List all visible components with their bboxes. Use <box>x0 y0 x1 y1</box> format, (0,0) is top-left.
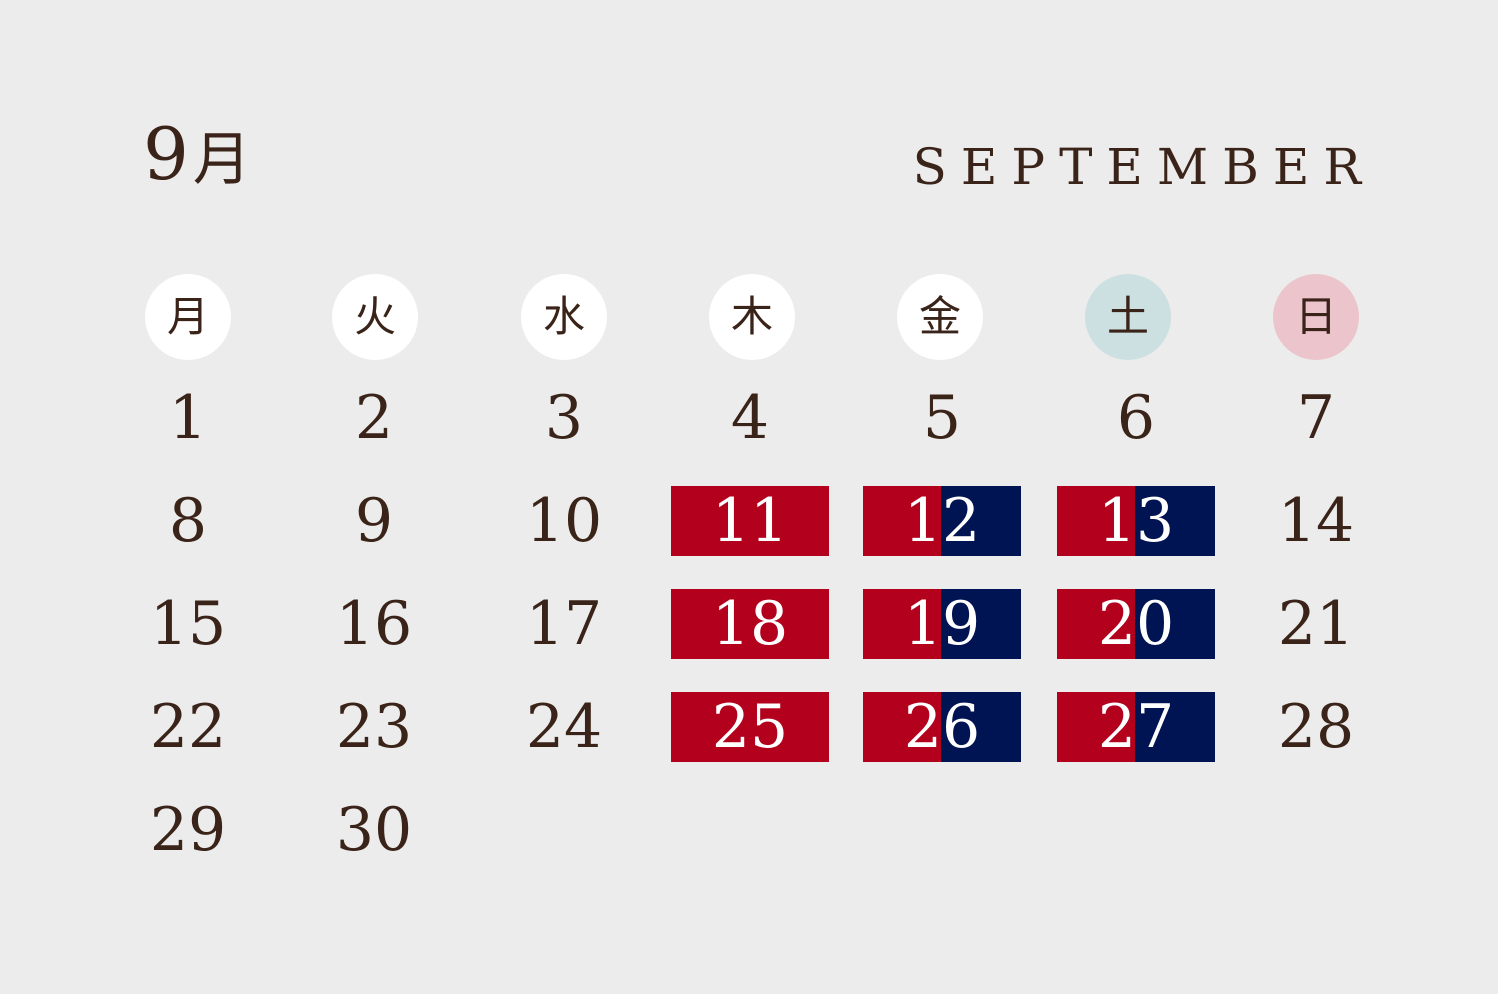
day-cell: 1 <box>168 383 208 453</box>
day-cell: 4 <box>730 383 770 453</box>
day-cell: 17 <box>525 589 603 659</box>
day-cell: 5 <box>922 383 962 453</box>
day-cell-highlight-red: 18 <box>671 589 829 659</box>
day-cell-highlight-red-navy: 12 <box>863 486 1021 556</box>
day-cell: 24 <box>525 692 603 762</box>
weekday-tue: 火 <box>332 274 418 360</box>
day-cell: 30 <box>335 795 413 865</box>
month-title-jp: 9 月 <box>143 118 251 218</box>
month-kanji: 月 <box>192 125 251 193</box>
day-cell: 15 <box>149 589 227 659</box>
day-cell: 29 <box>149 795 227 865</box>
day-cell: 23 <box>335 692 413 762</box>
day-cell: 9 <box>354 486 394 556</box>
day-cell-highlight-red: 11 <box>671 486 829 556</box>
weekday-wed: 水 <box>521 274 607 360</box>
day-cell: 3 <box>544 383 584 453</box>
day-cell: 10 <box>525 486 603 556</box>
day-cell: 14 <box>1277 486 1355 556</box>
day-cell-highlight-red-navy: 20 <box>1057 589 1215 659</box>
month-title-en: SEPTEMBER <box>912 138 1375 196</box>
day-cell: 21 <box>1277 589 1355 659</box>
day-cell: 2 <box>354 383 394 453</box>
day-cell: 7 <box>1296 383 1336 453</box>
day-cell-highlight-red-navy: 27 <box>1057 692 1215 762</box>
month-number: 9 <box>143 112 189 196</box>
weekday-sat: 土 <box>1085 274 1171 360</box>
day-cell: 22 <box>149 692 227 762</box>
day-cell: 28 <box>1277 692 1355 762</box>
weekday-sun: 日 <box>1273 274 1359 360</box>
day-cell-highlight-red: 25 <box>671 692 829 762</box>
weekday-thu: 木 <box>709 274 795 360</box>
day-cell-highlight-red-navy: 13 <box>1057 486 1215 556</box>
day-cell-highlight-red-navy: 19 <box>863 589 1021 659</box>
weekday-fri: 金 <box>897 274 983 360</box>
day-cell: 16 <box>335 589 413 659</box>
weekday-mon: 月 <box>145 274 231 360</box>
day-cell-highlight-red-navy: 26 <box>863 692 1021 762</box>
day-cell: 8 <box>168 486 208 556</box>
day-cell: 6 <box>1116 383 1156 453</box>
